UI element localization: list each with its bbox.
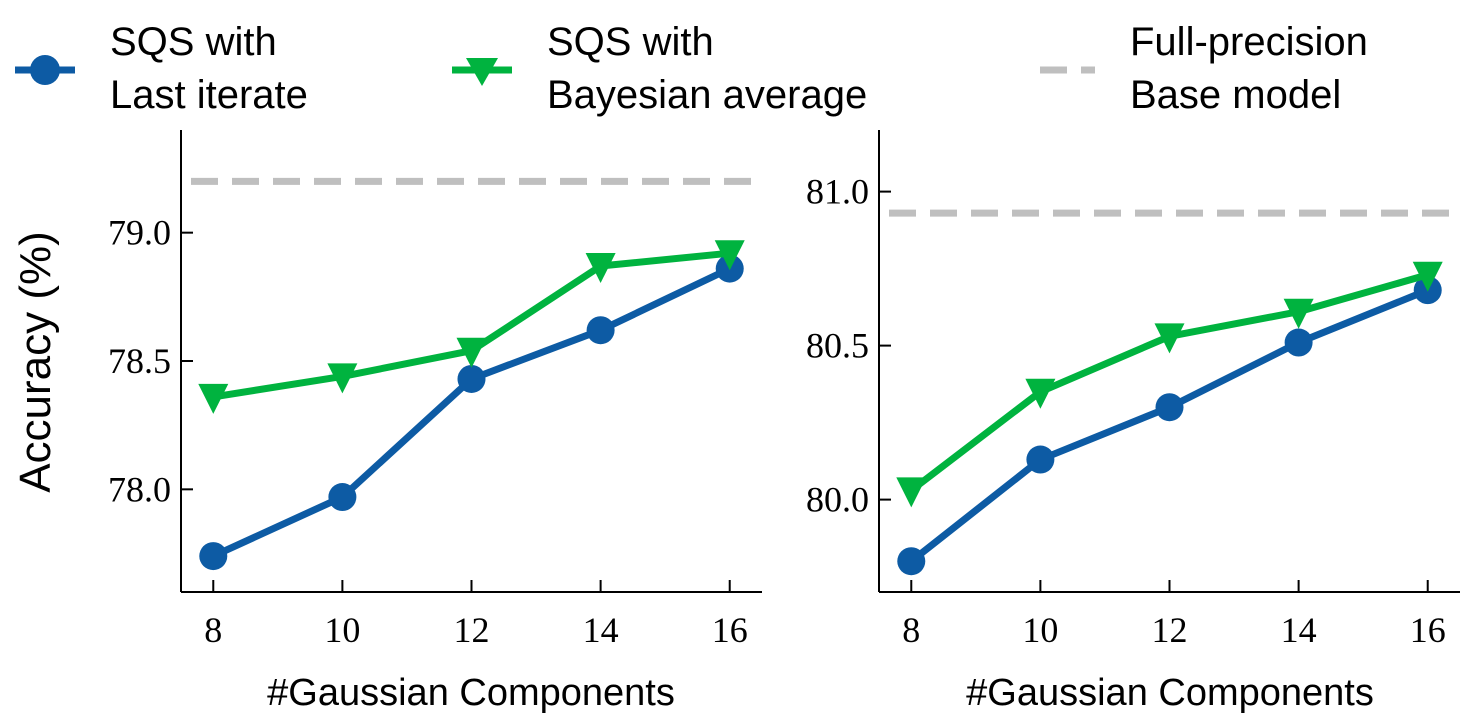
data-point — [1025, 378, 1056, 409]
legend-marker-triangle-icon — [466, 58, 498, 86]
y-axis-label: Accuracy (%) — [11, 231, 60, 493]
legend-item-bayesian-average: SQS with Bayesian average — [452, 20, 867, 117]
plot-left: 78.0 78.5 79.0 8 10 12 14 16 — [108, 130, 762, 650]
series-last-iterate — [199, 254, 744, 571]
y-tick-label: 80.0 — [806, 480, 869, 520]
data-point — [1154, 323, 1185, 354]
x-axis-label-left: #Gaussian Components — [267, 672, 675, 714]
legend-label-line2: Bayesian average — [547, 73, 867, 117]
data-point — [1026, 445, 1055, 474]
y-tick-label: 80.5 — [806, 326, 869, 366]
x-tick-label: 12 — [1152, 610, 1188, 650]
data-point — [1155, 393, 1184, 422]
data-point — [585, 253, 616, 284]
data-point — [198, 383, 229, 414]
data-point — [1412, 261, 1443, 292]
legend-item-full-precision: Full-precision Base model — [1040, 20, 1368, 117]
x-tick-label: 8 — [902, 610, 920, 650]
y-tick-label: 81.0 — [806, 172, 869, 212]
legend-label-line2: Last iterate — [110, 73, 308, 117]
series-line — [909, 271, 1429, 494]
data-point — [199, 542, 228, 571]
plot-right: 80.0 80.5 81.0 8 10 12 14 16 — [806, 130, 1460, 650]
x-tick-label: 8 — [204, 610, 222, 650]
legend-label-line1: Full-precision — [1130, 20, 1368, 64]
x-tick-label: 14 — [583, 610, 619, 650]
legend-label-line2: Base model — [1130, 73, 1341, 117]
legend: SQS with Last iterate SQS with Bayesian … — [15, 20, 1368, 117]
data-point — [896, 477, 927, 508]
legend-label-line1: SQS with — [110, 20, 277, 64]
data-point — [327, 363, 358, 394]
x-tick-label: 16 — [712, 610, 748, 650]
y-tick-label: 78.0 — [108, 469, 171, 509]
legend-item-last-iterate: SQS with Last iterate — [15, 20, 308, 117]
x-tick-label: 14 — [1281, 610, 1317, 650]
x-tick-label: 10 — [1022, 610, 1058, 650]
data-point — [897, 547, 926, 576]
series-last-iterate — [897, 276, 1442, 576]
x-tick-label: 10 — [324, 610, 360, 650]
x-axis-label-right: #Gaussian Components — [966, 672, 1374, 714]
data-point — [457, 364, 486, 393]
series-bayesian-average — [198, 240, 745, 414]
x-tick-label: 12 — [454, 610, 490, 650]
series-bayesian-average — [896, 261, 1443, 508]
legend-marker-circle-icon — [30, 55, 60, 85]
y-tick-label: 79.0 — [108, 213, 171, 253]
data-point — [456, 337, 487, 368]
data-point — [714, 240, 745, 271]
y-tick-label: 78.5 — [108, 341, 171, 381]
data-point — [586, 316, 615, 345]
data-point — [328, 483, 357, 512]
data-point — [1284, 328, 1313, 357]
x-tick-label: 16 — [1410, 610, 1446, 650]
legend-label-line1: SQS with — [547, 20, 714, 64]
series-line — [211, 265, 732, 560]
data-point — [1283, 298, 1314, 329]
